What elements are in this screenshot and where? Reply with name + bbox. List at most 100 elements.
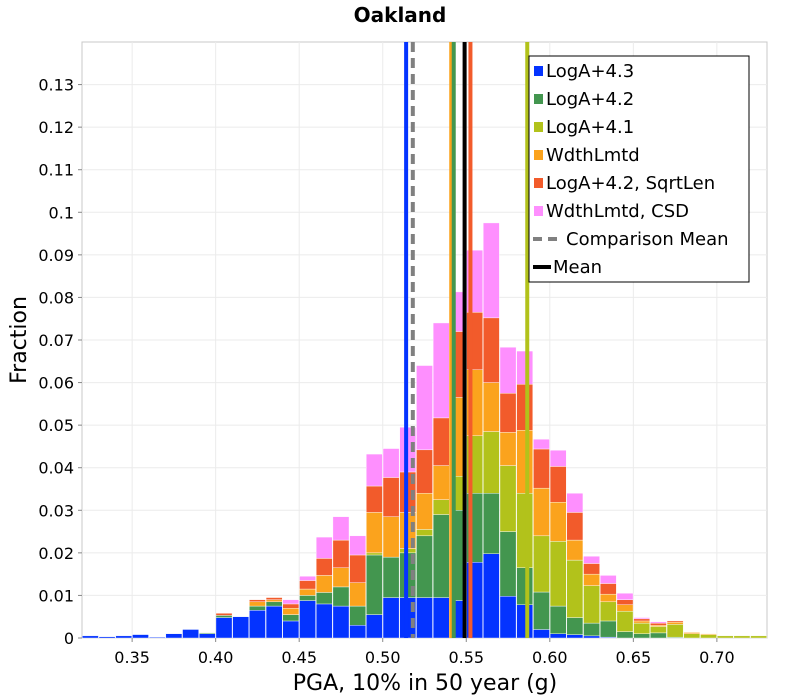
bar-segment (566, 617, 584, 635)
bar-segment (733, 635, 751, 639)
bar-segment (215, 615, 233, 618)
legend-swatch (534, 150, 543, 160)
bar-segment (282, 603, 300, 609)
bar-segment (299, 588, 316, 596)
bar-segment (432, 465, 450, 500)
chart-title: Oakland (354, 3, 447, 27)
bar-segment (666, 624, 684, 638)
x-tick-label: 0.40 (198, 648, 234, 667)
bar-segment (483, 553, 500, 639)
bar-segment (416, 493, 433, 530)
bar-segment (600, 593, 617, 603)
bar-segment (432, 597, 450, 639)
bar-segment (366, 485, 383, 513)
bar-segment (332, 586, 350, 607)
bar-segment (299, 576, 316, 581)
bar-segment (299, 600, 316, 639)
bar-segment (750, 635, 767, 639)
bar-segment (316, 536, 333, 559)
bar-segment (566, 634, 584, 639)
bar-segment (249, 610, 266, 639)
bar-segment (616, 593, 634, 600)
legend-label: LogA+4.1 (546, 117, 634, 138)
bar-segment (349, 605, 366, 626)
bar-segment (249, 599, 266, 603)
bar-segment (299, 580, 316, 590)
bar-segment (432, 499, 450, 515)
bar-segment (583, 622, 600, 637)
bar-segment (382, 448, 400, 478)
legend-label: LogA+4.2 (546, 89, 634, 110)
x-tick-label: 0.50 (365, 648, 401, 667)
bar-segment (533, 487, 550, 537)
bar-segment (416, 529, 433, 537)
bar-segment (499, 347, 517, 394)
bar-segment (683, 633, 701, 639)
bar-segment (499, 465, 517, 532)
legend-box (528, 55, 750, 283)
bar-segment (650, 622, 667, 626)
bar-segment (483, 382, 500, 432)
bar-segment (148, 636, 166, 639)
bar-segment (499, 531, 517, 597)
bar-segment (366, 614, 383, 639)
y-tick-label: 0.08 (38, 288, 74, 307)
bar-segment (650, 626, 667, 634)
bar-segment (366, 552, 383, 556)
bar-segment (282, 608, 300, 615)
bar-segment (165, 633, 183, 639)
bar-segment (716, 635, 734, 639)
bar-segment (416, 365, 433, 451)
bar-segment (650, 632, 667, 639)
bar-segment (483, 317, 500, 383)
bar-segment (265, 605, 283, 639)
bar-segment (533, 448, 550, 489)
bar-segment (382, 597, 400, 639)
bar-segment (432, 322, 450, 419)
bar-segment (516, 384, 533, 431)
bar-segment (566, 559, 584, 618)
bar-segment (600, 575, 617, 584)
bar-segment (683, 632, 701, 634)
bar-segment (382, 516, 400, 558)
bar-segment (600, 620, 617, 638)
bar-segment (650, 621, 667, 624)
bar-segment (115, 635, 133, 639)
y-tick-label: 0.07 (38, 331, 74, 350)
bar-segment (533, 438, 550, 450)
y-tick-label: 0.05 (38, 416, 74, 435)
bar-segment (282, 614, 300, 622)
bar-segment (349, 582, 366, 607)
bar-segment (633, 633, 650, 639)
bar-segment (349, 625, 366, 639)
bar-segment (282, 620, 300, 639)
bar-segment (265, 597, 283, 600)
bar-segment (533, 629, 550, 639)
bar-segment (483, 431, 500, 494)
bar-segment (700, 634, 717, 639)
bar-segment (316, 603, 333, 639)
y-tick-label: 0.13 (38, 76, 74, 95)
x-tick-label: 0.65 (616, 648, 652, 667)
x-tick-label: 0.35 (114, 648, 150, 667)
x-axis-ticks: 0.35 0.40 0.45 0.50 0.55 0.60 0.65 0.70 (114, 638, 735, 667)
legend: LogA+4.3 LogA+4.2 LogA+4.1 WdthLmtd LogA+4.2… (528, 55, 750, 283)
legend-label: LogA+4.2, SqrtLen (546, 173, 715, 194)
x-axis-label: PGA, 10% in 50 year (g) (293, 671, 557, 696)
y-tick-label: 0.09 (38, 246, 74, 265)
mean-lines (404, 42, 530, 638)
bar-segment (566, 539, 584, 561)
bar-segment (349, 535, 366, 556)
bar-segment (549, 633, 567, 639)
bar-segment (516, 493, 533, 568)
legend-label: Mean (553, 257, 602, 278)
y-tick-label: 0.1 (49, 203, 74, 222)
bar-segment (633, 622, 650, 634)
legend-label: WdthLmtd (546, 145, 640, 166)
legend-swatch (534, 122, 543, 132)
legend-swatch (534, 94, 543, 104)
bar-segment (549, 466, 567, 503)
bar-segment (616, 631, 634, 639)
bar-segment (82, 635, 99, 639)
bar-segment (483, 222, 500, 319)
